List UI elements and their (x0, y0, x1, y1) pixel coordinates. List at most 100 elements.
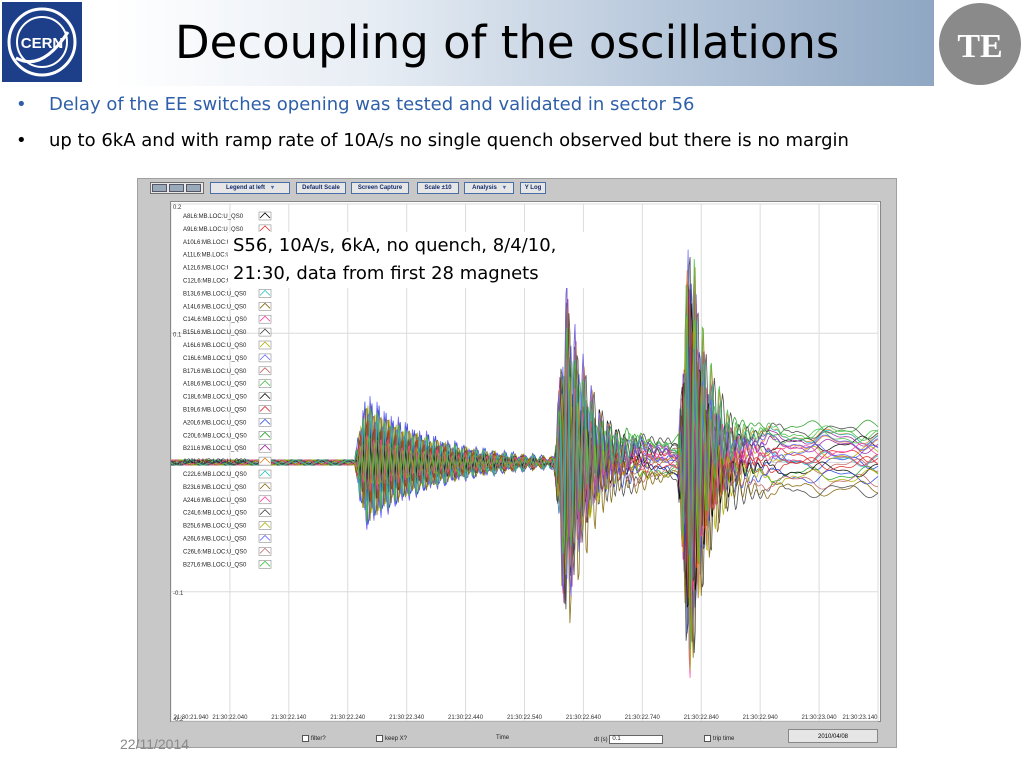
x-tick-label: 21:30:23.140 (842, 715, 878, 721)
legend-entry-label: A20L6:MB.LOC:U_QS0 (183, 420, 247, 426)
bullet-marker: • (16, 94, 27, 115)
legend-entry-label: B13L6:MB.LOC:U_QS0 (183, 291, 247, 297)
legend-entry-label: A26L6:MB.LOC:U_QS0 (183, 537, 247, 543)
legend-dropdown[interactable]: Legend at left (210, 182, 290, 194)
x-tick-label: 21:30:22.440 (448, 715, 484, 721)
legend-swatch (258, 521, 272, 530)
legend-swatch-line (259, 225, 271, 232)
legend-swatch-line (259, 547, 271, 554)
legend-swatch (258, 379, 272, 388)
y-tick-label: 0.0 (173, 462, 182, 468)
legend-entry-label: B27L6:MB.LOC:U_QS0 (183, 562, 247, 568)
legend-entry-label: C26L6:MB.LOC:U_QS0 (183, 549, 247, 555)
legend-swatch (258, 508, 272, 517)
x-tick-label: 21:30:22.640 (566, 715, 602, 721)
analysis-dropdown[interactable]: Analysis (464, 182, 514, 194)
y-tick-label: -0.2 (173, 717, 184, 723)
legend-swatch (258, 405, 272, 414)
te-logo-graphic: TE (939, 3, 1021, 85)
x-tick-label: 21:30:22.940 (743, 715, 779, 721)
legend-swatch-line (259, 444, 271, 451)
legend-swatch-line (259, 483, 271, 490)
legend-entry-label: A22L6:MB.LOC:U_QS0 (183, 459, 247, 465)
legend-entry-label: C12L6:MB.LOC:U_QS0 (183, 279, 247, 285)
legend-swatch (258, 392, 272, 401)
legend-entry-label: C20L6:MB.LOC:U_QS0 (183, 433, 247, 439)
legend-swatch-line (259, 418, 271, 425)
keep-x-label: keep X? (385, 736, 408, 743)
x-tick-label: 21:30:22.540 (507, 715, 543, 721)
bullet-text: Delay of the EE switches opening was tes… (49, 94, 695, 115)
legend-swatch-line (259, 522, 271, 528)
bullet-marker: • (16, 130, 27, 151)
dt-input[interactable]: 0.1 (609, 735, 664, 744)
screen-capture-button[interactable]: Screen Capture (351, 182, 409, 194)
x-tick-label: 21:30:22.140 (271, 715, 307, 721)
legend-swatch (258, 340, 272, 350)
series-line (171, 283, 879, 597)
x-tick-label: 21:30:22.340 (389, 715, 425, 721)
legend-swatch-line (259, 354, 271, 361)
default-scale-button[interactable]: Default Scale (296, 182, 346, 194)
legend-entry-label: B17L6:MB.LOC:U_QS0 (183, 369, 247, 375)
legend-swatch-line (259, 405, 271, 412)
oscillation-chart: 0.2 0.1 0.0 -0.1 -0.221:30:21.940 21:30:22.04… (171, 203, 879, 723)
date-display: 2010/04/08 (788, 729, 878, 743)
y-log-button[interactable]: Y Log (520, 182, 546, 194)
dt-control: dt (s) 0.1 (594, 735, 664, 744)
legend-swatch-line (259, 328, 271, 335)
legend-entry-label: A12L6:MB.LOC:U_QS0 (183, 266, 247, 272)
legend-swatch-line (259, 289, 271, 296)
trip-time-checkbox[interactable]: trip time (704, 735, 734, 742)
legend-entry-label: B19L6:MB.LOC:U_QS0 (183, 408, 247, 414)
te-logo: TE (938, 2, 1022, 86)
zoom-tools-icon[interactable] (150, 182, 204, 194)
legend-swatch-line (259, 380, 271, 386)
legend-entry-label: A24L6:MB.LOC:U_QS0 (183, 498, 247, 504)
legend-swatch-line (259, 302, 271, 309)
legend-entry-label: C14L6:MB.LOC:U_QS0 (183, 317, 247, 323)
legend-swatch (258, 327, 272, 337)
x-tick-label: 21:30:22.240 (330, 715, 366, 721)
legend-swatch-line (259, 212, 271, 219)
filter-checkbox[interactable]: filter? (302, 735, 326, 742)
legend-swatch-line (259, 509, 271, 515)
legend-swatch (258, 560, 272, 569)
legend-swatch (258, 418, 272, 427)
te-logo-text: TE (957, 28, 1002, 65)
series-line (171, 314, 879, 671)
scale-button[interactable]: Scale ±10 (417, 182, 459, 194)
legend-swatch (258, 211, 272, 221)
x-tick-label: 21:30:22.740 (625, 715, 661, 721)
legend-entry-label: B25L6:MB.LOC:U_QS0 (183, 524, 247, 530)
legend-swatch (258, 443, 272, 453)
legend-entry-label: A8L6:MB.LOC:U_QS0 (183, 214, 244, 220)
bullet-text: up to 6kA and with ramp rate of 10A/s no… (49, 130, 849, 151)
legend-swatch (258, 353, 272, 363)
keep-x-checkbox[interactable]: keep X? (376, 735, 407, 742)
legend-entry-label: A16L6:MB.LOC:U_QS0 (183, 343, 247, 349)
footer-date: 22/11/2014 (120, 736, 190, 752)
y-tick-label: 0.2 (173, 205, 182, 211)
x-tick-label: 21:30:23.040 (802, 715, 838, 721)
y-tick-label: -0.1 (173, 591, 184, 597)
slide-title: Decoupling of the oscillations (175, 16, 840, 69)
x-tick-label: 21:30:22.840 (684, 715, 720, 721)
series-line (171, 368, 878, 569)
x-tick-label: 21:30:22.040 (212, 715, 248, 721)
legend-entry-label: A14L6:MB.LOC:U_QS0 (183, 304, 247, 310)
legend-entry-label: B21L6:MB.LOC:U_QS0 (183, 446, 247, 452)
legend-swatch-line (259, 431, 271, 438)
legend-swatch-line (259, 341, 271, 348)
legend-entry-label: A10L6:MB.LOC:U_QS0 (183, 240, 247, 246)
legend-swatch (258, 314, 272, 324)
cern-logo-text: CERN (21, 35, 64, 52)
legend-swatch-line (259, 470, 271, 477)
legend-swatch (258, 302, 272, 311)
legend-entry-label: A18L6:MB.LOC:U_QS0 (183, 382, 247, 388)
legend-swatch (258, 495, 272, 505)
legend-swatch-line (259, 393, 271, 399)
time-axis-label: Time (496, 735, 510, 741)
trip-time-label: trip time (713, 736, 735, 743)
legend-entry-label: C16L6:MB.LOC:U_QS0 (183, 356, 247, 362)
